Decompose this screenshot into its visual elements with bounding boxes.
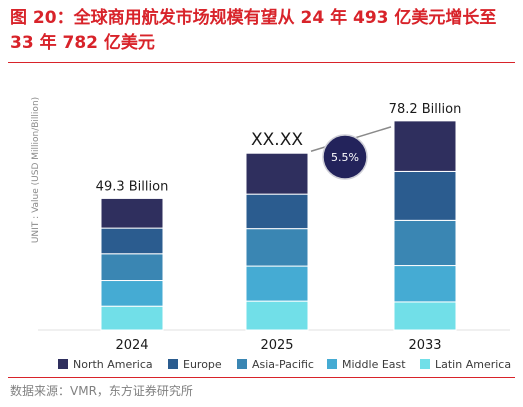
bar-total-label-2033: 78.2 Billion	[389, 102, 462, 117]
legend-label-north-america: North America	[73, 358, 153, 371]
legend-label-latin-america: Latin America	[435, 358, 511, 371]
title-divider	[8, 62, 515, 63]
legend-label-europe: Europe	[183, 358, 222, 371]
legend-swatch-middle-east	[327, 359, 337, 369]
legend-swatch-europe	[168, 359, 178, 369]
bar-segment-2024-europe	[100, 227, 164, 255]
bar-segment-2024-latin-america	[100, 305, 164, 331]
source-divider	[8, 377, 515, 378]
bar-segment-2025-asia-pacific	[245, 228, 309, 267]
legend-swatch-asia-pacific	[237, 359, 247, 369]
bar-segment-2025-europe	[245, 193, 309, 230]
bar-segment-2024-north-america	[100, 197, 164, 229]
bar-total-label-2025: XX.XX	[251, 130, 303, 150]
bars-group: 2024 49.3 Billion 2025 XX.XX 2033 78.2 Billio…	[96, 102, 462, 353]
bar-segment-2033-north-america	[393, 120, 457, 172]
cagr-label: 5.5%	[331, 151, 359, 164]
bar-segment-2024-asia-pacific	[100, 253, 164, 282]
legend-label-middle-east: Middle East	[342, 358, 406, 371]
figure-title: 图 20：全球商用航发市场规模有望从 24 年 493 亿美元增长至 33 年 …	[10, 8, 497, 53]
x-tick-label-2033: 2033	[408, 338, 441, 353]
bar-segment-2025-latin-america	[245, 300, 309, 331]
bar-segment-2033-europe	[393, 170, 457, 221]
y-axis-label: UNIT : Value (USD Million/Billion)	[31, 97, 41, 243]
bar-total-label-2024: 49.3 Billion	[96, 179, 169, 194]
bar-segment-2025-middle-east	[245, 265, 309, 302]
cagr-annotation: 5.5%	[310, 126, 392, 180]
source-note: 数据来源：VMR，东方证券研究所	[10, 384, 193, 398]
bar-segment-2033-latin-america	[393, 301, 457, 331]
legend: North America Europe Asia-Pacific Middle Ea…	[58, 358, 511, 371]
legend-swatch-latin-america	[420, 359, 430, 369]
bar-segment-2024-middle-east	[100, 280, 164, 307]
bar-segment-2033-asia-pacific	[393, 219, 457, 267]
stacked-bar-chart: UNIT : Value (USD Million/Billion) 2024 4…	[31, 97, 511, 371]
cagr-bubble	[322, 134, 368, 180]
x-tick-label-2025: 2025	[260, 338, 293, 353]
x-tick-label-2024: 2024	[115, 338, 148, 353]
bar-segment-2025-north-america	[245, 152, 309, 195]
bar-segment-2033-middle-east	[393, 265, 457, 303]
legend-swatch-north-america	[58, 359, 68, 369]
legend-label-asia-pacific: Asia-Pacific	[252, 358, 314, 371]
